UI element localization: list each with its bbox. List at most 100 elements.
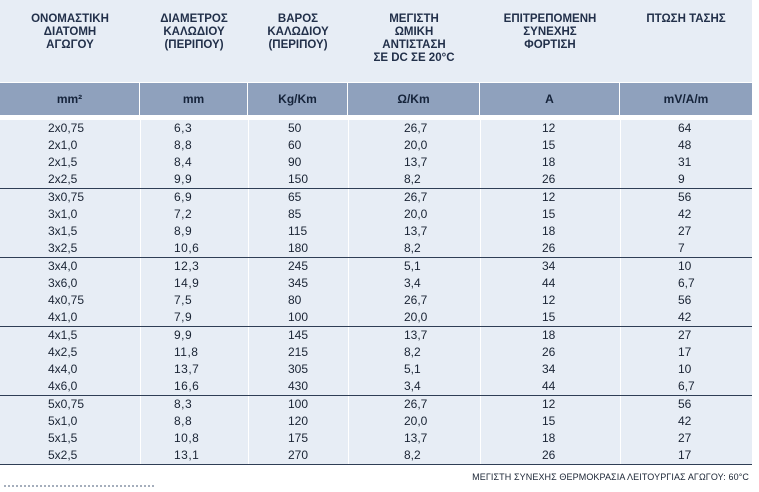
cell-diameter: 7,5 [174, 293, 193, 307]
column-divider [620, 189, 621, 257]
cell-voltage-drop: 56 [678, 293, 692, 307]
table-row: 3x1,5 8,9 115 13,7 18 27 [0, 223, 752, 240]
cell-current: 44 [542, 276, 556, 290]
column-divider [620, 258, 621, 326]
cell-diameter: 13,1 [174, 448, 200, 462]
cell-voltage-drop: 10 [678, 259, 692, 273]
cell-current: 26 [542, 345, 556, 359]
column-divider [348, 396, 349, 464]
cell-current: 26 [542, 448, 556, 462]
cell-resistance: 8,2 [404, 172, 421, 186]
cell-resistance: 20,0 [404, 207, 428, 221]
cell-resistance: 5,1 [404, 259, 421, 273]
cell-resistance: 8,2 [404, 345, 421, 359]
cell-diameter: 9,9 [174, 172, 193, 186]
unit-resistance: Ω/Km [348, 83, 480, 115]
cell-cross-section: 2x1,5 [48, 155, 78, 169]
cell-current: 44 [542, 379, 556, 393]
unit-voltage-drop: mV/A/m [663, 92, 709, 106]
cell-cross-section: 5x2,5 [48, 448, 78, 462]
table-row: 3x0,75 6,9 65 26,7 12 56 [0, 189, 752, 206]
cell-current: 12 [542, 293, 556, 307]
cell-resistance: 8,2 [404, 241, 421, 255]
cell-weight: 175 [288, 431, 309, 445]
cell-weight: 215 [288, 345, 309, 359]
cell-weight: 50 [288, 121, 302, 135]
cell-diameter: 6,3 [174, 121, 193, 135]
header-cross-section: ΟΝΟΜΑΣΤΙΚΗ ΔΙΑΤΟΜΗ ΑΓΩΓΟΥ [31, 13, 109, 51]
cell-resistance: 20,0 [404, 310, 428, 324]
cell-voltage-drop: 42 [678, 207, 692, 221]
row-group: 4x1,5 9,9 145 13,7 18 27 4x2,5 11,8 215 8,2 26 17 4x… [0, 327, 752, 396]
cell-current: 26 [542, 241, 556, 255]
cell-cross-section: 3x0,75 [48, 190, 85, 204]
column-divider [480, 189, 481, 257]
cell-weight: 115 [288, 224, 308, 238]
cell-resistance: 13,7 [404, 224, 428, 238]
cell-resistance: 26,7 [404, 190, 428, 204]
column-divider [348, 258, 349, 326]
cell-weight: 60 [288, 138, 302, 152]
cell-voltage-drop: 6,7 [678, 379, 695, 393]
cell-cross-section: 4x4,0 [48, 362, 78, 376]
cell-diameter: 12,3 [174, 259, 200, 273]
cell-diameter: 10,6 [174, 241, 200, 255]
cell-resistance: 13,7 [404, 328, 428, 342]
cell-voltage-drop: 64 [678, 121, 692, 135]
cell-diameter: 8,9 [174, 224, 193, 238]
cell-weight: 90 [288, 155, 302, 169]
table-row: 4x1,5 9,9 145 13,7 18 27 [0, 327, 752, 344]
table-row: 5x1,0 8,8 120 20,0 15 42 [0, 413, 752, 430]
table-row: 3x6,0 14,9 345 3,4 44 6,7 [0, 275, 752, 292]
cell-diameter: 8,3 [174, 397, 193, 411]
cell-resistance: 8,2 [404, 448, 421, 462]
units-row: mm² mm Kg/Km Ω/Km A mV/A/m [0, 83, 752, 115]
unit-weight: Kg/Km [248, 83, 348, 115]
column-divider [248, 120, 249, 188]
cell-current: 26 [542, 172, 556, 186]
cell-current: 18 [542, 155, 556, 169]
cell-weight: 270 [288, 448, 309, 462]
column-divider [248, 327, 249, 395]
cell-voltage-drop: 56 [678, 190, 692, 204]
cell-current: 12 [542, 397, 556, 411]
column-divider [620, 396, 621, 464]
table-row: 3x4,0 12,3 245 5,1 34 10 [0, 258, 752, 275]
cell-resistance: 20,0 [404, 414, 428, 428]
header-voltage-drop: ΠΤΩΣΗ ΤΑΣΗΣ [646, 13, 726, 25]
cell-weight: 430 [288, 379, 309, 393]
column-divider [620, 120, 621, 188]
table-body: 2x0,75 6,3 50 26,7 12 64 2x1,0 8,8 60 20,0 15 48 2x1… [0, 120, 752, 465]
header-resistance: ΜΕΓΙΣΤΗ ΩΜΙΚΗ ΑΝΤΙΣΤΑΣΗ ΣΕ DC ΣΕ 20°C [373, 13, 455, 64]
cell-voltage-drop: 31 [678, 155, 692, 169]
cell-current: 15 [542, 414, 556, 428]
cell-current: 18 [542, 224, 556, 238]
column-divider [480, 120, 481, 188]
cell-voltage-drop: 27 [678, 328, 692, 342]
header-current: ΕΠΙΤΡΕΠΟΜΕΝΗ ΣΥΝΕΧΗΣ ΦΟΡΤΙΣΗ [503, 13, 597, 51]
cell-resistance: 13,7 [404, 155, 428, 169]
cell-voltage-drop: 27 [678, 224, 692, 238]
row-group: 2x0,75 6,3 50 26,7 12 64 2x1,0 8,8 60 20,0 15 48 2x1… [0, 120, 752, 189]
table-row: 4x0,75 7,5 80 26,7 12 56 [0, 292, 752, 309]
cell-weight: 100 [288, 310, 309, 324]
cell-voltage-drop: 48 [678, 138, 692, 152]
table-row: 4x4,0 13,7 305 5,1 34 10 [0, 361, 752, 378]
table-row: 5x0,75 8,3 100 26,7 12 56 [0, 396, 752, 413]
cell-resistance: 13,7 [404, 431, 428, 445]
cell-cross-section: 3x2,5 [48, 241, 78, 255]
cell-cross-section: 5x0,75 [48, 397, 85, 411]
cell-voltage-drop: 17 [678, 448, 692, 462]
column-divider [348, 189, 349, 257]
column-divider [140, 327, 141, 395]
cell-cross-section: 3x1,5 [48, 224, 78, 238]
cell-cross-section: 4x1,0 [48, 310, 78, 324]
cell-cross-section: 4x6,0 [48, 379, 78, 393]
unit-cross-section: mm² [0, 83, 140, 115]
table-row: 2x0,75 6,3 50 26,7 12 64 [0, 120, 752, 137]
cell-cross-section: 5x1,0 [48, 414, 78, 428]
table-row: 5x1,5 10,8 175 13,7 18 27 [0, 430, 752, 447]
cell-voltage-drop: 42 [678, 414, 692, 428]
cell-weight: 120 [288, 414, 309, 428]
cell-diameter: 7,2 [174, 207, 193, 221]
